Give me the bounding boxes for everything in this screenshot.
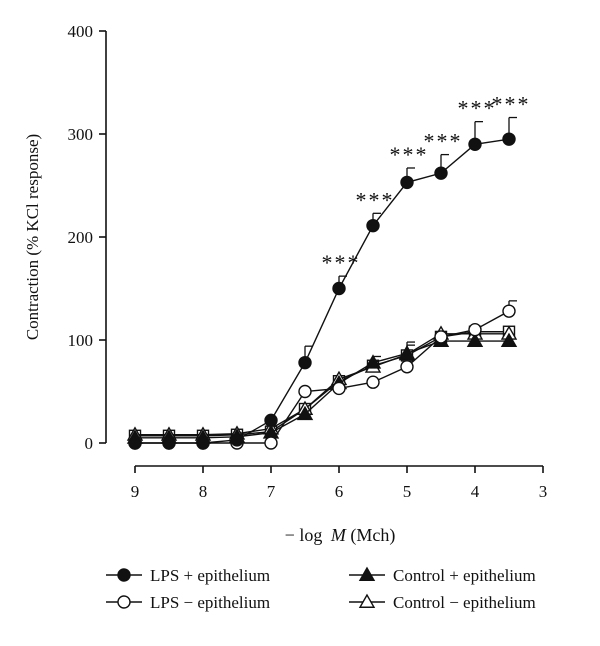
data-point: [162, 436, 176, 450]
x-tick-label: 9: [131, 482, 140, 501]
legend-marker: [117, 595, 131, 609]
legend-label: Control + epithelium: [393, 566, 536, 585]
data-point: [128, 436, 142, 450]
data-point: [502, 304, 516, 318]
significance-label: ***: [458, 96, 497, 121]
series-line: [135, 340, 509, 439]
data-point: [466, 332, 484, 347]
data-point: [332, 381, 346, 396]
x-axis-label-var: M: [330, 525, 347, 545]
x-axis-label-suffix: (Mch): [350, 525, 395, 546]
legend-entry: LPS + epithelium: [106, 566, 270, 585]
series-line: [135, 310, 510, 444]
axes: 0 100 200 300 400 9 8 7 6 5 4 3: [68, 22, 548, 501]
data-point: [468, 137, 482, 152]
x-tick-label: 6: [335, 482, 344, 501]
data-point: [434, 330, 448, 344]
data-point: [264, 436, 278, 450]
data-point: [264, 413, 278, 428]
series-control-epithelium: [126, 332, 518, 444]
data-point: [434, 166, 448, 180]
data-point: [502, 132, 516, 146]
x-axis-label-prefix: − log: [285, 525, 323, 545]
legend-entry: LPS − epithelium: [106, 593, 270, 612]
x-tick-label: 3: [539, 482, 548, 501]
data-point: [296, 405, 314, 421]
series-lps-epithelium: [128, 116, 517, 450]
legend-marker: [358, 593, 376, 608]
data-point: [298, 355, 312, 370]
legend: LPS + epithelium LPS − epithelium Control …: [106, 566, 536, 612]
series-control-epithelium: [126, 325, 518, 441]
legend-marker: [117, 568, 131, 582]
data-point: [230, 433, 244, 447]
x-tick-label: 8: [199, 482, 208, 501]
legend-label: Control − epithelium: [393, 593, 536, 612]
y-tick-label: 300: [68, 125, 94, 144]
y-tick-label: 200: [68, 228, 94, 247]
y-tick-label: 100: [68, 331, 94, 350]
legend-label: LPS − epithelium: [150, 593, 270, 612]
significance-label: ***: [390, 142, 429, 167]
significance-label: ***: [492, 92, 531, 117]
data-point: [364, 354, 382, 369]
y-axis-label: Contraction (% KCl response): [23, 134, 42, 340]
y-tick-label: 400: [68, 22, 94, 41]
significance-label: ***: [322, 250, 361, 275]
x-axis-label: − log M (Mch): [285, 525, 396, 546]
data-point: [398, 344, 416, 360]
legend-label: LPS + epithelium: [150, 566, 270, 585]
series-line: [135, 331, 509, 437]
data-point: [298, 384, 312, 399]
x-tick-label: 7: [267, 482, 276, 501]
data-point: [366, 218, 380, 233]
series-line: [135, 333, 509, 436]
data-point: [366, 375, 380, 389]
legend-entry: Control + epithelium: [349, 566, 536, 585]
significance-labels: ******************: [322, 92, 531, 276]
data-point: [196, 436, 210, 450]
y-tick-label: 0: [85, 434, 94, 453]
x-tick-label: 4: [471, 482, 480, 501]
legend-entry: Control − epithelium: [349, 593, 536, 612]
legend-marker: [358, 566, 376, 581]
series-line: [135, 138, 510, 444]
data-point: [400, 360, 414, 374]
significance-label: ***: [424, 129, 463, 154]
significance-label: ***: [356, 187, 395, 212]
data-point: [332, 281, 346, 296]
series-layer: [126, 116, 518, 450]
series-unlabelled: [128, 325, 516, 442]
data-point: [468, 323, 482, 337]
data-point: [400, 175, 414, 190]
data-point: [500, 332, 518, 347]
x-tick-label: 5: [403, 482, 412, 501]
